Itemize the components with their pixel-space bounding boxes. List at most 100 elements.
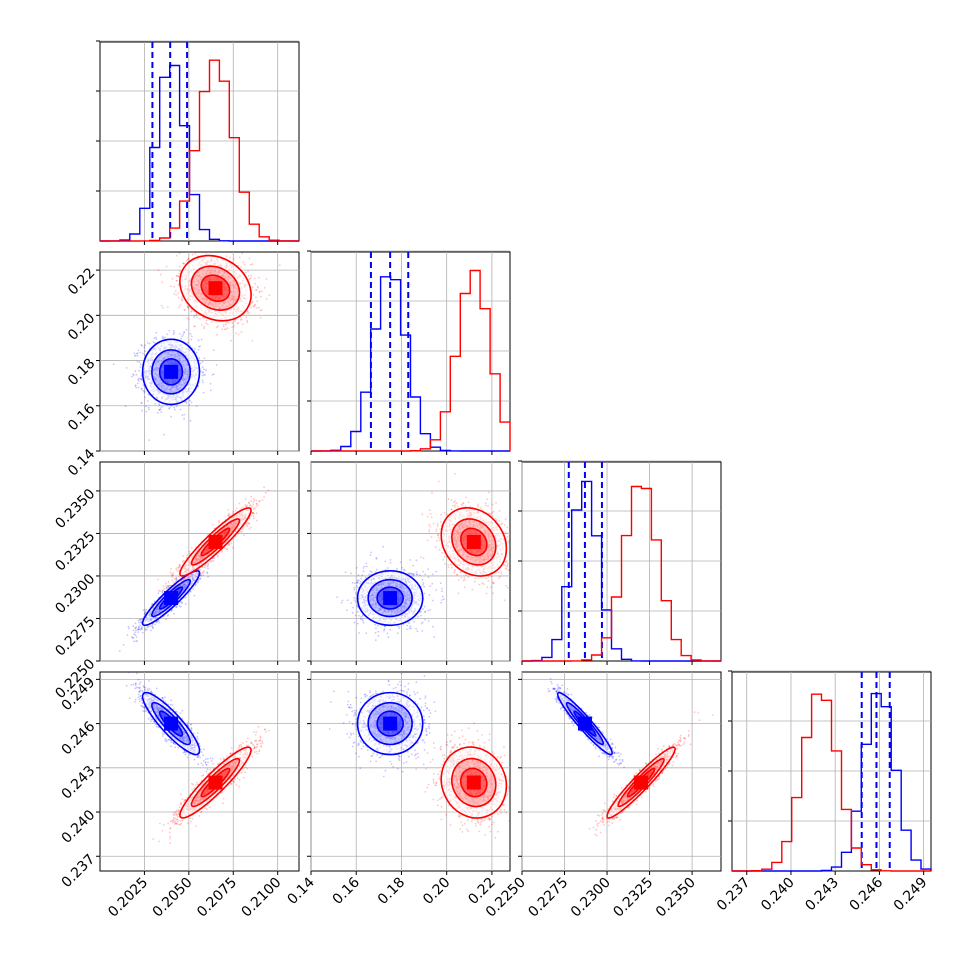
scatter-point xyxy=(233,258,235,260)
scatter-point xyxy=(220,247,222,249)
scatter-point xyxy=(249,528,251,530)
scatter-point xyxy=(128,628,130,630)
scatter-point xyxy=(201,324,203,326)
scatter-point xyxy=(149,343,151,345)
scatter-point xyxy=(207,576,209,578)
scatter-point xyxy=(256,300,258,302)
scatter-point xyxy=(258,291,260,293)
scatter-point xyxy=(173,333,175,335)
scatter-point xyxy=(190,339,192,341)
scatter-point xyxy=(210,389,212,391)
scatter-point xyxy=(151,626,153,628)
scatter-point xyxy=(186,329,188,331)
scatter-point xyxy=(190,420,192,422)
y-tick-label-p1: 0.14 xyxy=(65,446,98,479)
scatter-point xyxy=(179,266,181,268)
scatter-point xyxy=(134,370,136,372)
scatter-point xyxy=(157,412,159,414)
scatter-point xyxy=(250,275,252,277)
scatter-point xyxy=(250,500,252,502)
scatter-point xyxy=(160,411,162,413)
scatter-point xyxy=(147,400,149,402)
x-tick-label-p3: 0.246 xyxy=(847,874,887,914)
scatter-point xyxy=(133,633,135,635)
scatter-point xyxy=(139,619,141,621)
scatter-point xyxy=(231,326,233,328)
scatter-point xyxy=(252,294,254,296)
scatter-point xyxy=(140,378,142,380)
scatter-point xyxy=(181,414,183,416)
scatter-point xyxy=(216,242,218,244)
scatter-point xyxy=(202,366,204,368)
scatter-point xyxy=(191,402,193,404)
scatter-point xyxy=(134,352,136,354)
scatter-point xyxy=(195,314,197,316)
scatter-point xyxy=(194,244,196,246)
scatter-point xyxy=(176,406,178,408)
scatter-point xyxy=(135,622,137,624)
scatter-point xyxy=(174,409,176,411)
scatter-point xyxy=(203,374,205,376)
scatter-point xyxy=(178,307,180,309)
scatter-point xyxy=(158,269,160,271)
scatter-point xyxy=(132,630,134,632)
scatter-point xyxy=(223,324,225,326)
scatter-point xyxy=(205,369,207,371)
scatter-point xyxy=(144,354,146,356)
panel-hist-p0 xyxy=(96,41,299,245)
scatter-point xyxy=(148,409,150,411)
scatter-point xyxy=(161,305,163,307)
scatter-point xyxy=(200,569,202,571)
scatter-point xyxy=(192,588,194,590)
scatter-point xyxy=(166,333,168,335)
scatter-point xyxy=(245,498,247,500)
scatter-point xyxy=(216,334,218,336)
scatter-point xyxy=(135,387,137,389)
scatter-point xyxy=(134,355,136,357)
scatter-point xyxy=(133,640,135,642)
scatter-point xyxy=(264,287,266,289)
scatter-point xyxy=(233,325,235,327)
scatter-point xyxy=(225,247,227,249)
scatter-point xyxy=(153,337,155,339)
scatter-point xyxy=(173,293,175,295)
scatter-point xyxy=(180,338,182,340)
scatter-point xyxy=(182,334,184,336)
scatter-point xyxy=(173,330,175,332)
scatter-point xyxy=(238,334,240,336)
scatter-point xyxy=(244,264,246,266)
scatter-point xyxy=(186,317,188,319)
scatter-point xyxy=(242,261,244,263)
scatter-point xyxy=(256,307,258,309)
scatter-point xyxy=(232,322,234,324)
scatter-point xyxy=(139,361,141,363)
scatter-point xyxy=(234,321,236,323)
scatter-point xyxy=(194,595,196,597)
scatter-point xyxy=(147,626,149,628)
scatter-point xyxy=(170,568,172,570)
scatter-point xyxy=(257,287,259,289)
panel-content xyxy=(119,486,269,652)
scatter-point xyxy=(230,543,232,545)
peak-bin-red xyxy=(208,281,222,295)
scatter-point xyxy=(198,346,200,348)
scatter-point xyxy=(180,583,182,585)
scatter-point xyxy=(223,326,225,328)
scatter-point xyxy=(136,640,138,642)
scatter-point xyxy=(152,624,154,626)
scatter-point xyxy=(254,283,256,285)
scatter-point xyxy=(138,387,140,389)
scatter-point xyxy=(170,285,172,287)
scatter-point xyxy=(169,330,171,332)
scatter-point xyxy=(142,626,144,628)
scatter-point xyxy=(125,405,127,407)
scatter-point xyxy=(188,318,190,320)
scatter-point xyxy=(145,411,147,413)
scatter-point xyxy=(150,625,152,627)
scatter-point xyxy=(245,272,247,274)
scatter-point xyxy=(148,439,150,441)
scatter-point xyxy=(163,434,165,436)
scatter-point xyxy=(126,367,128,369)
scatter-point xyxy=(181,300,183,302)
scatter-point xyxy=(141,388,143,390)
